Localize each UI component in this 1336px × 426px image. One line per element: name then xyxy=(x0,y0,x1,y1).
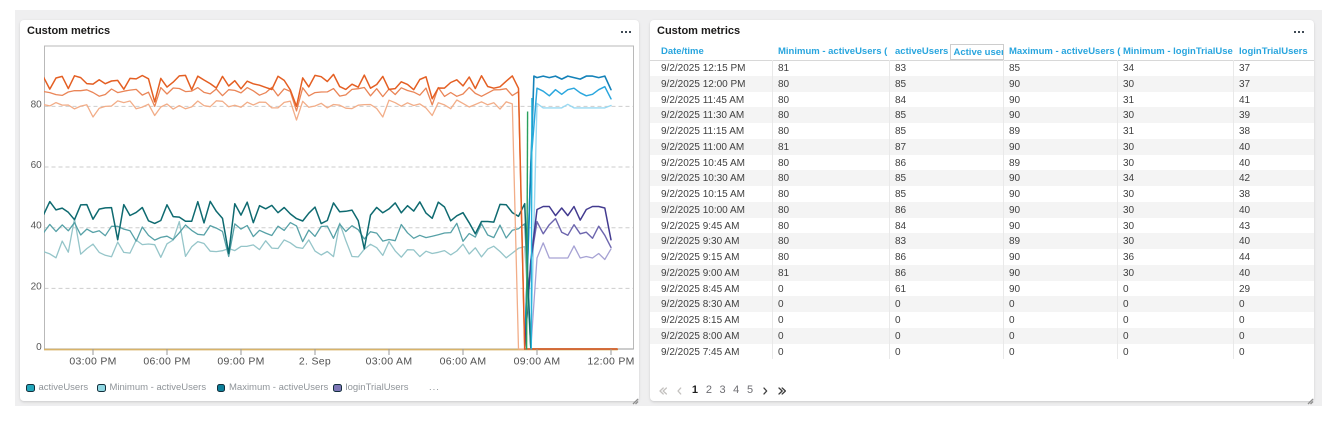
svg-text:06:00 AM: 06:00 AM xyxy=(440,356,487,368)
svg-text:40: 40 xyxy=(31,221,43,232)
svg-text:06:00 PM: 06:00 PM xyxy=(143,356,190,368)
svg-text:09:00 PM: 09:00 PM xyxy=(217,356,264,368)
svg-text:80: 80 xyxy=(31,99,43,110)
svg-text:09:00 AM: 09:00 AM xyxy=(514,356,561,368)
svg-text:2. Sep: 2. Sep xyxy=(299,356,331,368)
svg-text:03:00 AM: 03:00 AM xyxy=(366,356,413,368)
svg-text:20: 20 xyxy=(31,281,43,292)
svg-text:12:00 PM: 12:00 PM xyxy=(587,356,634,368)
svg-text:03:00 PM: 03:00 PM xyxy=(69,356,116,368)
svg-text:60: 60 xyxy=(31,160,43,171)
svg-text:0: 0 xyxy=(36,342,42,353)
